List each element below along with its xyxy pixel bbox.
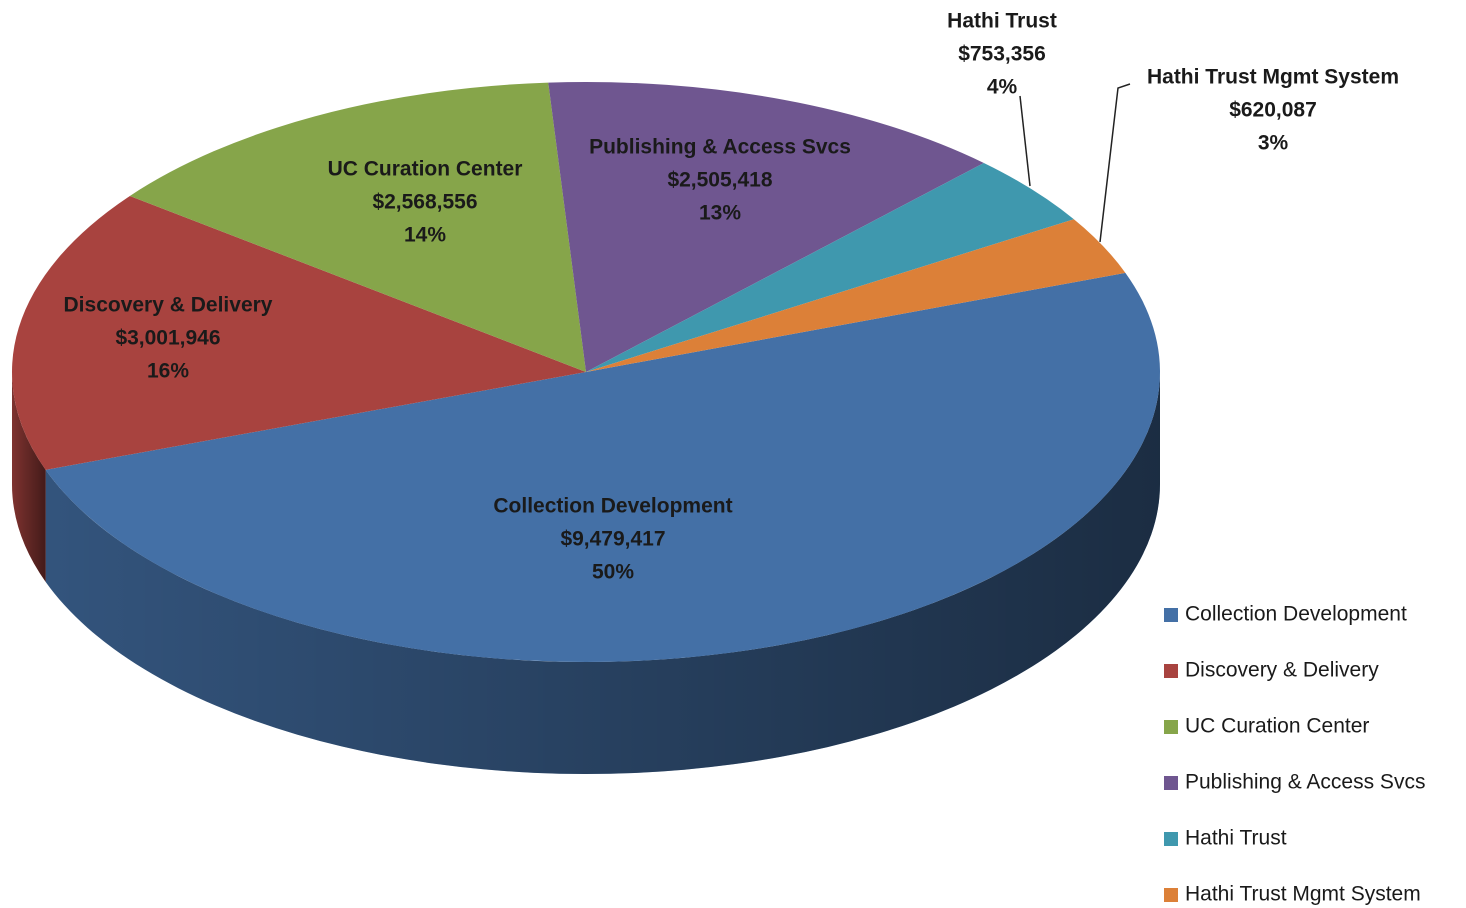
label-percent: 50%: [592, 561, 634, 584]
legend-swatch: [1164, 608, 1178, 622]
legend-label: Hathi Trust Mgmt System: [1185, 883, 1421, 906]
label-percent: 14%: [404, 224, 446, 247]
label-percent: 16%: [147, 360, 189, 383]
legend-swatch: [1164, 832, 1178, 846]
legend-swatch: [1164, 664, 1178, 678]
label-name: Publishing & Access Svcs: [589, 136, 851, 159]
pie-slice: [45, 272, 1160, 662]
pie-sides: [11, 372, 1160, 775]
label-name: Hathi Trust Mgmt System: [1147, 66, 1399, 89]
pie-slice: [586, 162, 1074, 372]
legend: Collection Development Discovery & Delive…: [1164, 603, 1425, 906]
pie-side-shade: [11, 372, 46, 582]
label-value: $2,505,418: [667, 169, 772, 192]
leader-line: [1019, 95, 1031, 187]
pie-slice: [129, 82, 587, 372]
label-value: $620,087: [1229, 99, 1317, 122]
legend-label: Discovery & Delivery: [1185, 659, 1379, 682]
label-value: $9,479,417: [560, 528, 665, 551]
label-value: $2,568,556: [372, 191, 477, 214]
pie-tops: [12, 82, 1160, 662]
legend-label: Hathi Trust: [1185, 827, 1287, 850]
pie-slice: [12, 195, 587, 470]
pie-slice: [586, 219, 1126, 372]
label-name: Discovery & Delivery: [64, 294, 273, 317]
legend-swatch: [1164, 776, 1178, 790]
label-percent: 3%: [1258, 132, 1289, 155]
legend-label: Collection Development: [1185, 603, 1407, 626]
legend-label: UC Curation Center: [1185, 715, 1369, 738]
pie-slice: [548, 82, 984, 372]
label-percent: 4%: [987, 76, 1018, 99]
label-percent: 13%: [699, 202, 741, 225]
legend-swatch: [1164, 720, 1178, 734]
label-name: UC Curation Center: [328, 158, 523, 181]
leader-line: [1099, 83, 1131, 243]
legend-swatch: [1164, 888, 1178, 902]
label-name: Collection Development: [493, 495, 732, 518]
label-name: Hathi Trust: [947, 10, 1057, 33]
data-labels: Collection Development $9,479,417 50% Disco…: [64, 10, 1400, 584]
label-value: $753,356: [958, 43, 1046, 66]
label-value: $3,001,946: [115, 327, 220, 350]
legend-label: Publishing & Access Svcs: [1185, 771, 1425, 794]
pie-side-shade: [45, 372, 1160, 775]
